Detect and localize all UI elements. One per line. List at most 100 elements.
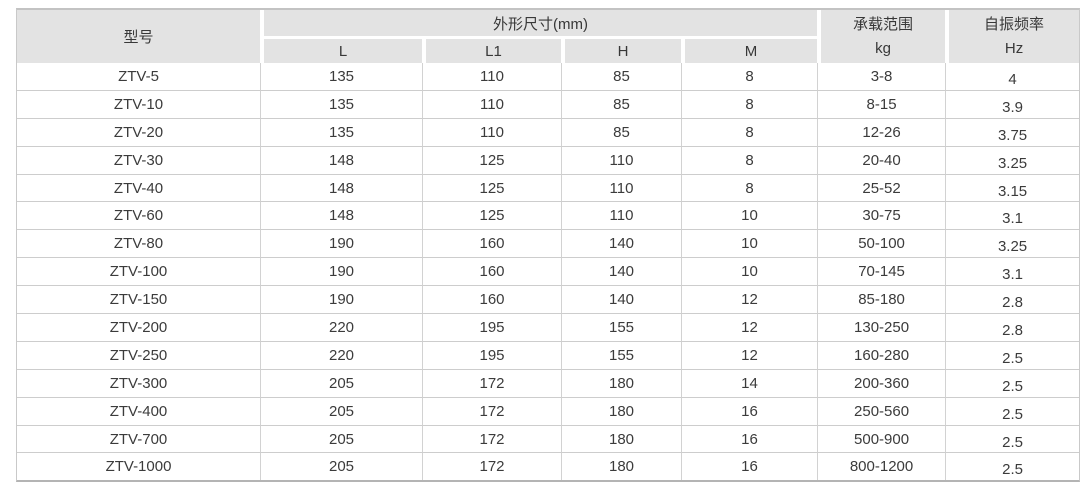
cell-value: 3.9 (1002, 98, 1023, 116)
cell-dim-l1: 110 (422, 118, 561, 147)
cell-load-range: 12-26 (817, 118, 946, 147)
table-header: 型号 外形尺寸(mm) 承载范围 kg 自振频率 Hz L L1 H M (17, 10, 1080, 63)
cell-value: 125 (479, 179, 505, 197)
cell-value: 14 (741, 374, 758, 392)
cell-dim-h: 85 (561, 118, 681, 147)
cell-value: 3.25 (997, 154, 1028, 172)
cell-value: 140 (608, 263, 635, 281)
cell-load-range: 85-180 (817, 286, 946, 315)
cell-value: 110 (480, 95, 504, 113)
cell-frequency: 2.5 (945, 453, 1080, 481)
cell-dim-m: 16 (681, 453, 818, 481)
cell-value: 205 (328, 374, 355, 392)
cell-value: 16 (741, 402, 758, 420)
cell-value: 140 (608, 291, 635, 309)
cell-value: 160 (479, 263, 505, 281)
cell-value: 200-360 (854, 374, 910, 392)
cell-value: 140 (608, 235, 635, 253)
cell-value: 3.1 (1002, 266, 1023, 284)
cell-value: 110 (480, 67, 504, 85)
header-dim-l: L (260, 39, 422, 63)
cell-dim-m: 10 (681, 258, 818, 287)
cell-dim-h: 110 (561, 174, 681, 203)
cell-dim-l: 205 (260, 369, 422, 398)
header-load-range: 承载范围 kg (817, 10, 946, 63)
header-frequency-label: 自振频率 (984, 15, 1045, 33)
cell-value: 130-250 (854, 318, 910, 336)
cell-load-range: 130-250 (817, 314, 946, 342)
cell-value: 205 (328, 430, 355, 448)
cell-load-range: 50-100 (817, 230, 946, 259)
cell-dim-m: 8 (681, 63, 818, 91)
cell-value: 70-145 (858, 263, 905, 281)
cell-value: 8 (745, 95, 754, 113)
cell-load-range: 250-560 (817, 397, 946, 426)
cell-value: 110 (609, 179, 634, 197)
cell-dim-l: 205 (260, 453, 422, 481)
cell-dim-m: 12 (681, 341, 818, 370)
cell-value: 125 (479, 207, 505, 225)
cell-dim-h: 180 (561, 369, 681, 398)
cell-dim-h: 140 (561, 286, 681, 315)
cell-value: 148 (328, 179, 355, 197)
cell-model: ZTV-700 (17, 425, 260, 454)
cell-load-range: 30-75 (817, 202, 946, 231)
cell-model: ZTV-150 (17, 286, 260, 315)
cell-model: ZTV-60 (17, 202, 260, 231)
cell-value: 16 (741, 458, 758, 476)
cell-dim-l: 135 (260, 118, 422, 147)
cell-value: 85 (613, 95, 630, 113)
cell-dim-m: 8 (681, 118, 818, 147)
header-model: 型号 (17, 10, 260, 63)
cell-model: ZTV-250 (17, 341, 260, 370)
header-dimensions-group: 外形尺寸(mm) (260, 10, 818, 39)
cell-dim-l1: 160 (422, 230, 561, 259)
table-row: ZTV-400 205 172 180 16 250-560 2.5 (17, 397, 1080, 426)
cell-model: ZTV-200 (17, 314, 260, 342)
cell-value: 148 (328, 151, 355, 169)
cell-dim-l1: 172 (422, 369, 561, 398)
cell-value: 160 (479, 291, 505, 309)
cell-load-range: 25-52 (817, 174, 946, 203)
cell-dim-m: 8 (681, 146, 818, 175)
cell-value: 12 (741, 346, 758, 364)
cell-model: ZTV-1000 (17, 453, 260, 481)
table-row: ZTV-5 135 110 85 8 3-8 4 (17, 63, 1080, 91)
cell-value: 16 (741, 430, 758, 448)
cell-load-range: 3-8 (817, 63, 946, 91)
cell-dim-l: 205 (260, 425, 422, 454)
cell-value: 2.5 (1002, 349, 1023, 367)
table-row: ZTV-300 205 172 180 14 200-360 2.5 (17, 369, 1080, 398)
cell-load-range: 800-1200 (817, 453, 946, 481)
cell-value: 8-15 (866, 95, 897, 113)
cell-value: 205 (328, 402, 355, 420)
table-row: ZTV-700 205 172 180 16 500-900 2.5 (17, 425, 1080, 454)
cell-dim-h: 85 (561, 90, 681, 119)
cell-value: 172 (479, 430, 505, 448)
cell-value: 180 (608, 402, 635, 420)
cell-frequency: 2.5 (945, 425, 1080, 454)
cell-value: 195 (479, 346, 505, 364)
cell-model: ZTV-80 (17, 230, 260, 259)
cell-frequency: 2.8 (945, 286, 1080, 315)
cell-dim-l1: 110 (422, 63, 561, 91)
cell-dim-l: 205 (260, 397, 422, 426)
cell-dim-l1: 172 (422, 425, 561, 454)
cell-value: 85-180 (858, 291, 905, 309)
table-row: ZTV-200 220 195 155 12 130-250 2.8 (17, 314, 1080, 342)
table-row: ZTV-10 135 110 85 8 8-15 3.9 (17, 90, 1080, 119)
cell-dim-l: 148 (260, 202, 422, 231)
cell-frequency: 2.5 (945, 341, 1080, 370)
cell-model: ZTV-40 (17, 174, 260, 203)
cell-model: ZTV-300 (17, 369, 260, 398)
cell-frequency: 3.9 (945, 90, 1080, 119)
cell-value: 20-40 (862, 151, 901, 169)
cell-value: 85 (613, 67, 630, 85)
cell-dim-m: 10 (681, 202, 818, 231)
cell-value: 2.5 (1002, 433, 1023, 451)
cell-value: 180 (608, 374, 635, 392)
cell-dim-m: 16 (681, 425, 818, 454)
cell-value: 12 (741, 318, 758, 336)
cell-load-range: 20-40 (817, 146, 946, 175)
cell-model: ZTV-20 (17, 118, 260, 147)
